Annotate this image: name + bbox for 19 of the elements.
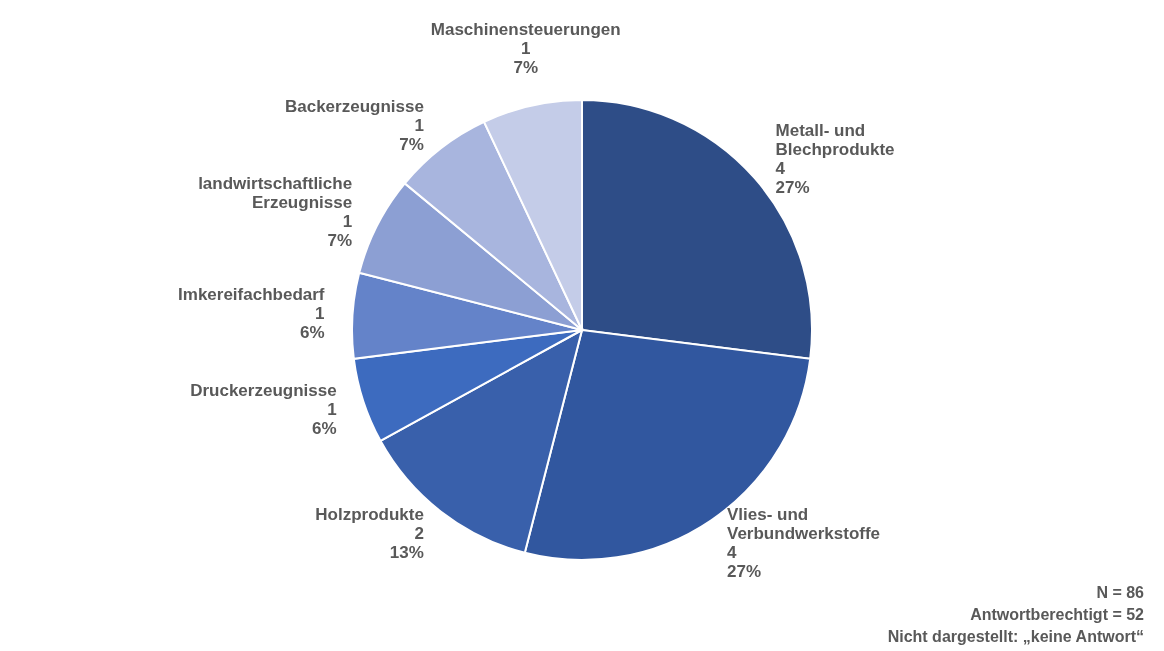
- slice-label: Metall- und Blechprodukte: [775, 120, 895, 159]
- slice-label: landwirtschaftliche Erzeugnisse: [198, 174, 353, 213]
- text: Antwortberechtigt = 52: [970, 606, 1145, 623]
- data-label: 2 13%: [389, 523, 424, 562]
- data-label: 1 6%: [312, 399, 337, 438]
- data-label: 1 7%: [327, 212, 353, 251]
- slice-label: Maschinensteuerungen: [430, 20, 621, 40]
- slice-label: Vlies- und Verbundwerkstoffe: [727, 504, 881, 543]
- text: N = 86: [1096, 584, 1145, 601]
- data-label: 1 7%: [513, 39, 539, 78]
- data-label: 4 27%: [727, 542, 762, 581]
- data-label: 4 27%: [775, 158, 810, 197]
- slice-label: Imkereifachbedarf: [178, 284, 325, 304]
- data-label: 1 7%: [399, 116, 424, 155]
- data-label: 1 6%: [299, 303, 325, 342]
- text: Nicht dargestellt: „keine Antwort“: [887, 628, 1144, 645]
- slice-label: Druckerzeugnisse: [190, 380, 337, 400]
- slice-label: Backerzeugnisse: [284, 97, 424, 117]
- slice-label: Holzprodukte: [315, 504, 424, 524]
